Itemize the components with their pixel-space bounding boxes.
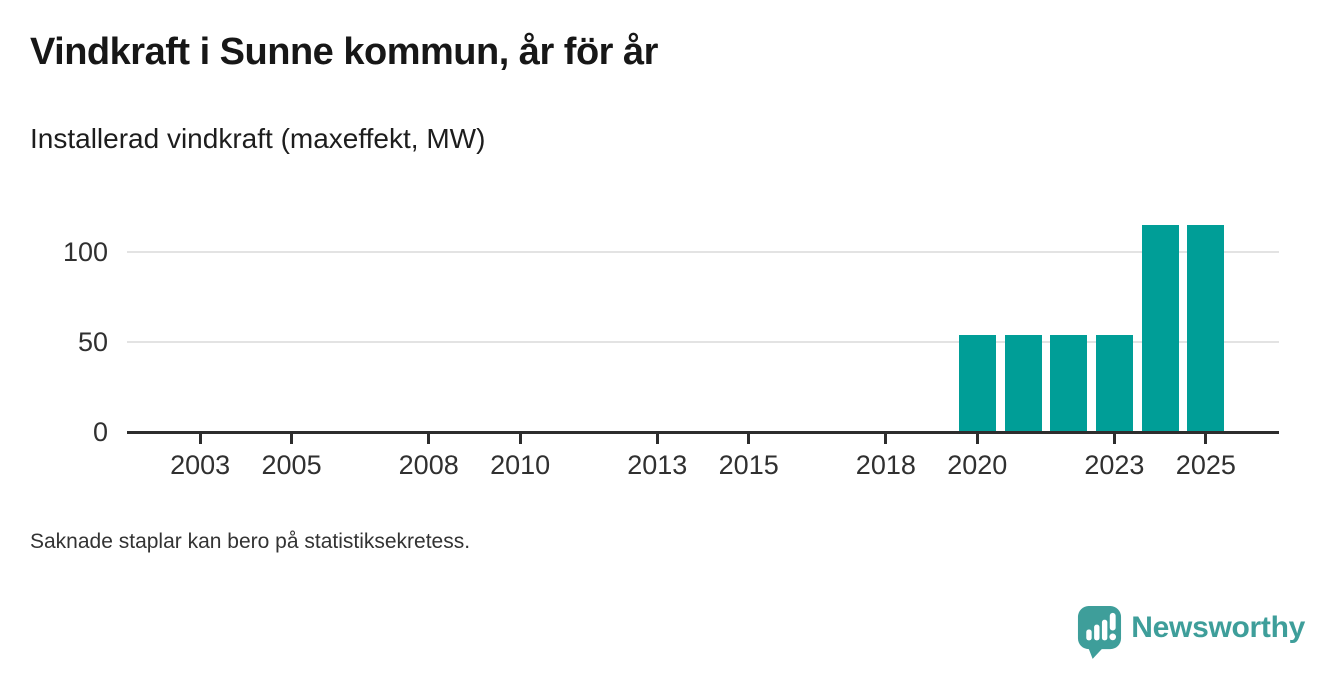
y-tick-label-0: 0	[92, 417, 108, 447]
x-tick-2018	[884, 433, 888, 444]
gridline-100	[127, 251, 1279, 253]
chart-title: Vindkraft i Sunne kommun, år för år	[30, 31, 658, 73]
y-tick-label-50: 50	[77, 327, 108, 357]
x-tick-2025	[1204, 433, 1208, 444]
x-tick-label-2008: 2008	[398, 450, 459, 480]
bar-chart-plot-area: 2003 2005 2008 2010 2013 2015 2018 2020 2023 2025	[127, 216, 1279, 479]
bar-2024	[1141, 225, 1179, 432]
brand-lockup: Newsworthy	[1076, 602, 1305, 660]
x-tick-2003	[198, 433, 202, 444]
bar-2021	[1004, 334, 1042, 432]
x-tick-label-2003: 2003	[170, 450, 231, 480]
bar-2020	[958, 334, 996, 432]
x-tick-label-2018: 2018	[855, 450, 916, 480]
newsworthy-logo-icon	[1078, 605, 1122, 659]
x-tick-2015	[747, 433, 751, 444]
chart-subtitle: Installerad vindkraft (maxeffekt, MW)	[30, 123, 486, 154]
x-tick-label-2023: 2023	[1084, 450, 1145, 480]
x-axis-line	[127, 430, 1279, 434]
x-tick-2013	[655, 433, 659, 444]
bar-2023	[1095, 334, 1133, 432]
x-tick-2020	[975, 433, 979, 444]
brand-name: Newsworthy	[1131, 611, 1305, 644]
gridline-50	[127, 341, 1279, 343]
x-tick-label-2020: 2020	[947, 450, 1008, 480]
x-tick-label-2015: 2015	[718, 450, 779, 480]
footnote: Saknade staplar kan bero på statistiksek…	[30, 530, 471, 553]
x-tick-2010	[518, 433, 522, 444]
x-tick-label-2010: 2010	[490, 450, 551, 480]
x-tick-2005	[290, 433, 294, 444]
bar-2025	[1187, 225, 1225, 432]
x-tick-label-2013: 2013	[627, 450, 688, 480]
x-tick-2023	[1112, 433, 1116, 444]
x-tick-2008	[427, 433, 431, 444]
x-tick-label-2005: 2005	[261, 450, 322, 480]
y-tick-label-100: 100	[62, 237, 108, 267]
x-tick-label-2025: 2025	[1175, 450, 1236, 480]
bar-2022	[1050, 334, 1088, 432]
